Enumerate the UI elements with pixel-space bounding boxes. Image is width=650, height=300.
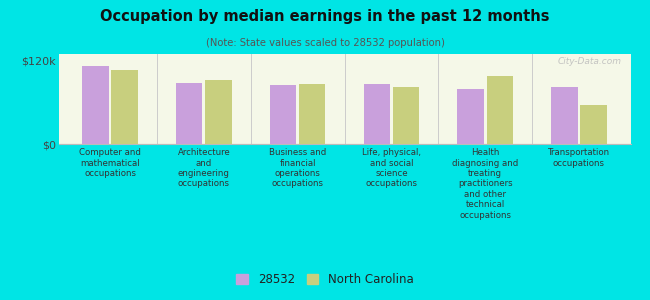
Bar — [487, 76, 513, 144]
Text: Occupation by median earnings in the past 12 months: Occupation by median earnings in the pas… — [100, 9, 550, 24]
Bar — [83, 67, 109, 144]
Bar — [364, 85, 390, 144]
Bar — [176, 83, 202, 144]
Bar — [205, 80, 231, 144]
Bar — [580, 104, 606, 144]
Bar — [299, 84, 325, 144]
Bar — [393, 86, 419, 144]
Bar — [458, 89, 484, 144]
Legend: 28532, North Carolina: 28532, North Carolina — [231, 269, 419, 291]
Text: (Note: State values scaled to 28532 population): (Note: State values scaled to 28532 popu… — [205, 38, 445, 47]
Bar — [270, 85, 296, 144]
Bar — [551, 86, 577, 144]
Text: City-Data.com: City-Data.com — [558, 57, 622, 66]
Bar — [112, 70, 138, 144]
